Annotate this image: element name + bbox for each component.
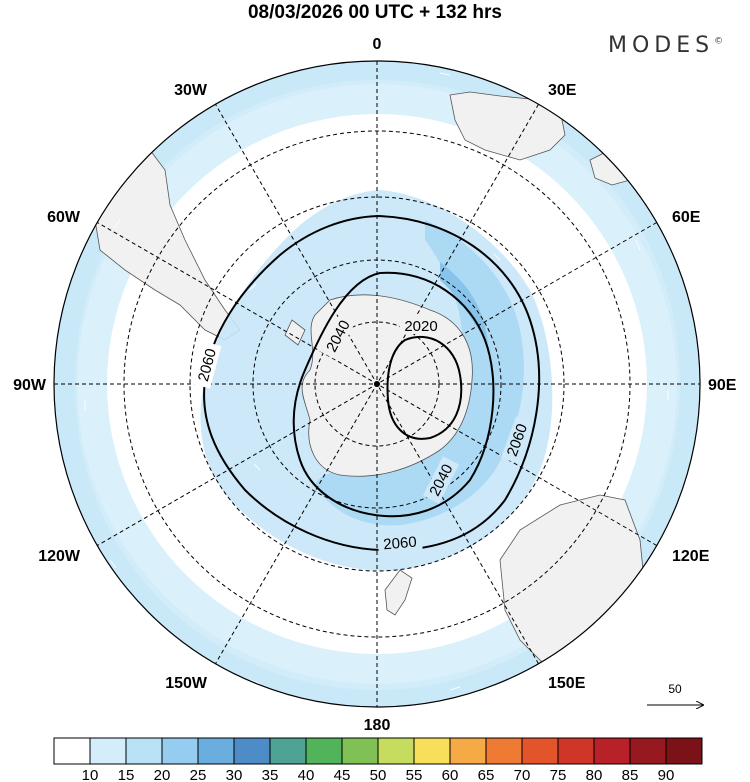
lon-label-90w: 90W	[13, 377, 47, 394]
longitude-labels: 0 180 90W 90E 30W 30E 60W 60E 120W 120E …	[13, 36, 737, 734]
reference-vector: 50	[647, 682, 703, 705]
colorbar: 10 15 20 25 30 35 40 45 50 55 60 65 70 75 80 85 90	[53, 737, 703, 782]
wind-vector	[439, 72, 451, 76]
label-bg	[400, 316, 442, 334]
wind-vector	[249, 679, 261, 685]
logo-mark: ©	[714, 36, 724, 47]
south-pole-marker	[374, 381, 380, 387]
colorbar-swatch	[593, 737, 631, 765]
label-bg	[377, 532, 423, 554]
lon-label-120w: 120W	[38, 548, 81, 565]
label-bg	[422, 456, 460, 504]
lon-label-30e: 30E	[548, 82, 577, 99]
contour-2060	[203, 214, 541, 552]
colorbar-tick-label: 10	[82, 767, 99, 782]
colorbar-swatch	[413, 737, 451, 765]
colorbar-tick-label: 45	[334, 767, 351, 782]
colorbar-tick-label: 15	[118, 767, 135, 782]
wind-vector	[449, 686, 461, 691]
colorbar-swatch	[89, 737, 127, 765]
latitude-circle	[189, 196, 565, 572]
logo-text: MODES	[608, 33, 715, 58]
wind-vector	[113, 219, 121, 229]
colorbar-swatch	[197, 737, 235, 765]
height-contours	[203, 214, 541, 552]
colorbar-tick-label: 70	[514, 767, 531, 782]
colorbar-swatch	[341, 737, 379, 765]
wind-vector	[493, 253, 501, 261]
colorbar-swatch	[521, 737, 559, 765]
colorbar-swatch	[629, 737, 667, 765]
wind-vector	[249, 283, 257, 291]
colorbar-tick-label: 40	[298, 767, 315, 782]
colorbar-tick-label: 60	[442, 767, 459, 782]
antarctic-peninsula	[284, 319, 306, 346]
reference-vector-value: 50	[668, 682, 682, 696]
lon-label-150e: 150E	[548, 675, 586, 692]
colorbar-swatch	[485, 737, 523, 765]
colorbar-tick-label: 75	[550, 767, 567, 782]
label-bg	[501, 416, 533, 464]
colorbar-swatch	[125, 737, 163, 765]
colorbar-swatch	[161, 737, 199, 765]
colorbar-tick-label: 35	[262, 767, 279, 782]
colorbar-swatch	[665, 737, 703, 765]
contour-label: 2020	[404, 318, 437, 335]
wind-vector	[635, 239, 641, 251]
colorbar-swatch	[53, 737, 91, 765]
colorbar-swatch	[377, 737, 415, 765]
wind-vector	[253, 463, 261, 471]
colorbar-swatch	[557, 737, 595, 765]
lon-label-150w: 150W	[165, 675, 208, 692]
colorbar-swatch	[233, 737, 271, 765]
lon-label-30w: 30W	[174, 82, 208, 99]
colorbar-tick-label: 50	[370, 767, 387, 782]
colorbar-tick-label: 30	[226, 767, 243, 782]
wind-vector	[109, 559, 117, 569]
contour-2020	[386, 335, 463, 440]
colorbar-swatch	[449, 737, 487, 765]
lon-label-0: 0	[373, 36, 382, 53]
colorbar-tick-label: 90	[658, 767, 675, 782]
contour-label: 2060	[383, 534, 418, 554]
colorbar-tick-label: 25	[190, 767, 207, 782]
colorbar-tick-label: 85	[622, 767, 639, 782]
lon-label-90e: 90E	[708, 377, 737, 394]
colorbar-tick-label: 55	[406, 767, 423, 782]
colorbar-swatch	[269, 737, 307, 765]
jet-maximum	[440, 262, 488, 345]
lon-label-180: 180	[364, 717, 391, 734]
lon-label-60e: 60E	[672, 209, 701, 226]
label-bg	[192, 341, 222, 389]
colorbar-tick-label: 20	[154, 767, 171, 782]
colorbar-swatch	[305, 737, 343, 765]
label-bg	[319, 312, 357, 360]
colorbar-tick-label: 65	[478, 767, 495, 782]
lon-label-60w: 60W	[47, 209, 81, 226]
colorbar-tick-label: 80	[586, 767, 603, 782]
map-border	[53, 60, 701, 708]
lon-label-120e: 120E	[672, 548, 710, 565]
chart-title: 08/03/2026 00 UTC + 132 hrs	[247, 2, 503, 23]
modes-logo: MODES©	[608, 33, 723, 58]
contour-2040	[292, 271, 495, 518]
contour-labels: 2020 2040 2040 2060 2060 2060	[192, 312, 533, 554]
africa-landmass	[449, 91, 566, 161]
